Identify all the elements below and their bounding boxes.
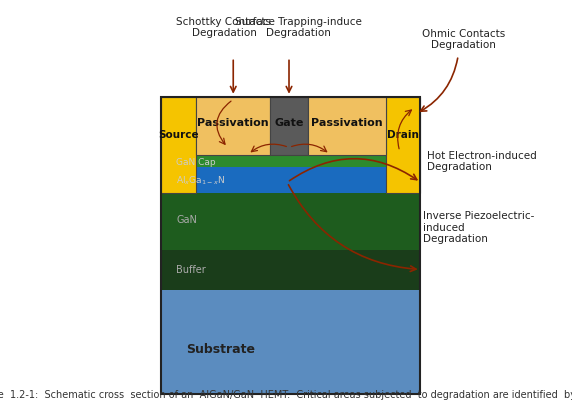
Text: Figure  1.2-1:  Schematic cross  section of an  AIGaN/GaN  HEMT.  Critical areas: Figure 1.2-1: Schematic cross section of…	[0, 390, 572, 400]
Text: Passivation: Passivation	[197, 118, 269, 129]
Text: Drain: Drain	[387, 131, 419, 141]
Bar	[386, 98, 420, 193]
Bar	[161, 289, 420, 394]
Text: Schottky Contacts
Degradation: Schottky Contacts Degradation	[176, 17, 272, 38]
Text: Source: Source	[158, 131, 199, 141]
Bar	[161, 98, 420, 394]
Bar	[161, 193, 420, 249]
Text: Al$_x$Ga$_{1-x}$N: Al$_x$Ga$_{1-x}$N	[176, 174, 225, 187]
Text: Inverse Piezoelectric-
induced
Degradation: Inverse Piezoelectric- induced Degradati…	[423, 211, 534, 244]
Bar	[196, 98, 271, 156]
Bar	[161, 168, 420, 193]
Text: GaN Cap: GaN Cap	[176, 158, 216, 167]
Bar	[161, 98, 196, 193]
Bar	[308, 98, 386, 156]
Text: Passivation: Passivation	[311, 118, 383, 129]
Bar	[271, 98, 308, 156]
Text: Ohmic Contacts
Degradation: Ohmic Contacts Degradation	[422, 29, 506, 50]
Text: Hot Electron-induced
Degradation: Hot Electron-induced Degradation	[427, 151, 537, 172]
Text: Buffer: Buffer	[176, 265, 206, 275]
Bar	[161, 156, 420, 168]
Text: Gate: Gate	[275, 118, 304, 129]
Text: GaN: GaN	[176, 214, 197, 224]
Text: Substrate: Substrate	[186, 343, 255, 356]
Text: Surface Trapping-induce
Degradation: Surface Trapping-induce Degradation	[235, 17, 362, 38]
Bar	[161, 249, 420, 289]
